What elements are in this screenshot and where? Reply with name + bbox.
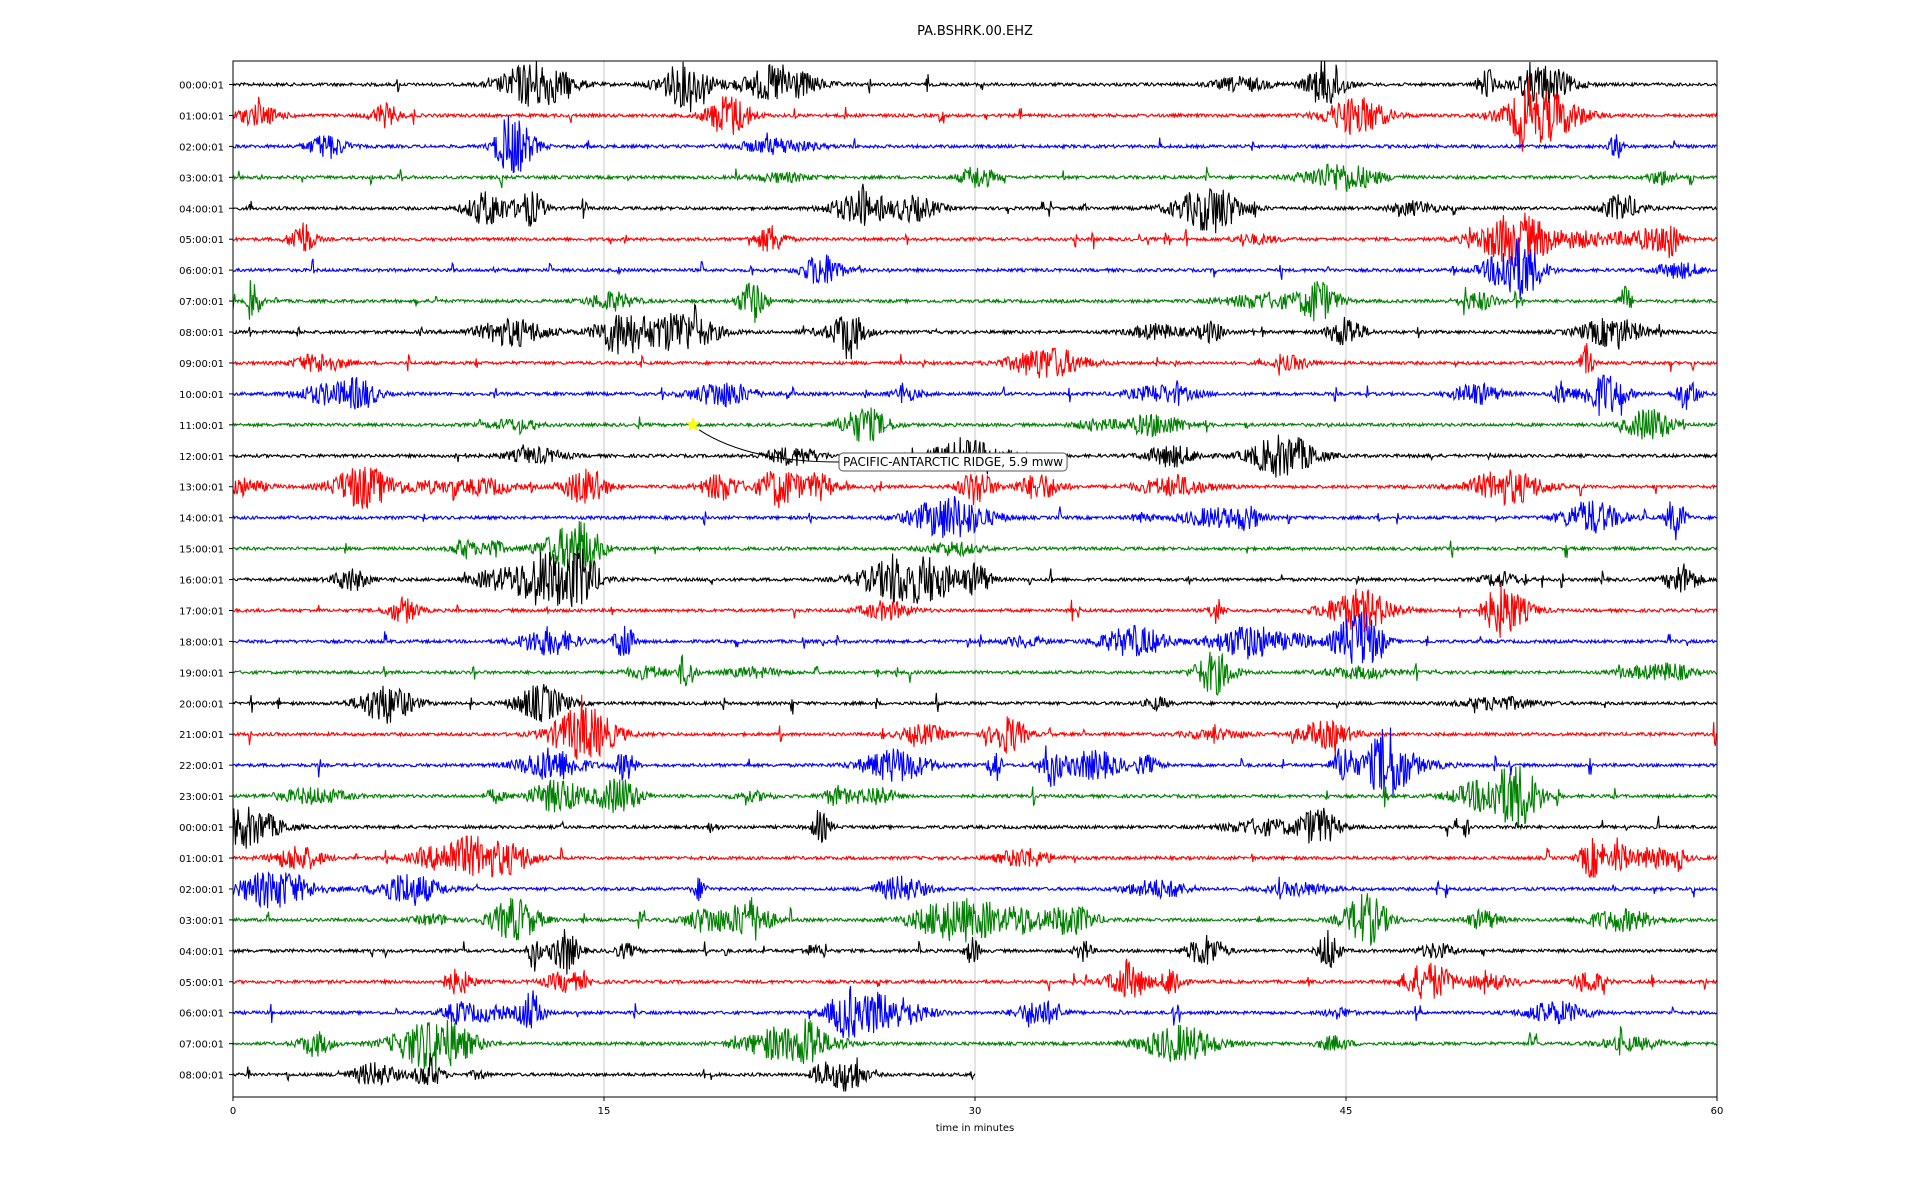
y-tick-label: 05:00:01 bbox=[179, 978, 224, 989]
trace-line bbox=[232, 958, 1718, 1000]
trace-line bbox=[232, 434, 1718, 478]
trace-line bbox=[232, 835, 1718, 879]
y-tick-label: 08:00:01 bbox=[179, 328, 224, 339]
y-tick-label: 10:00:01 bbox=[179, 390, 224, 401]
y-tick-label: 06:00:01 bbox=[179, 266, 224, 277]
y-tick-labels: 00:00:01 01:00:01 02:00:01 03:00:01 04:00:01… bbox=[179, 81, 233, 1082]
x-axis-label: time in minutes bbox=[936, 1123, 1015, 1134]
y-tick-label: 00:00:01 bbox=[179, 823, 224, 834]
trace-line bbox=[232, 407, 1718, 442]
y-tick-label: 02:00:01 bbox=[179, 885, 224, 896]
event-annotation: PACIFIC-ANTARCTIC RIDGE, 5.9 mww bbox=[685, 417, 1068, 472]
y-tick-label: 01:00:01 bbox=[179, 854, 224, 865]
trace-line bbox=[232, 238, 1718, 299]
trace-line bbox=[232, 694, 1718, 760]
x-tick-label: 0 bbox=[230, 1106, 236, 1117]
event-star-marker bbox=[685, 417, 701, 432]
y-tick-label: 02:00:01 bbox=[179, 142, 224, 153]
y-tick-label: 18:00:01 bbox=[179, 637, 224, 648]
y-tick-label: 05:00:01 bbox=[179, 235, 224, 246]
x-tick-label: 30 bbox=[969, 1106, 982, 1117]
y-tick-label: 16:00:01 bbox=[179, 576, 224, 587]
y-tick-label: 09:00:01 bbox=[179, 359, 224, 370]
y-tick-label: 04:00:01 bbox=[179, 947, 224, 958]
trace-line bbox=[232, 76, 1718, 152]
x-tick-label: 45 bbox=[1340, 1106, 1353, 1117]
trace-line bbox=[232, 343, 1718, 379]
y-tick-label: 12:00:01 bbox=[179, 452, 224, 463]
x-tick-label: 15 bbox=[598, 1106, 611, 1117]
y-tick-label: 07:00:01 bbox=[179, 1040, 224, 1051]
y-tick-label: 21:00:01 bbox=[179, 730, 224, 741]
y-tick-label: 13:00:01 bbox=[179, 483, 224, 494]
y-tick-label: 04:00:01 bbox=[179, 204, 224, 215]
trace-line bbox=[232, 60, 1718, 113]
trace-line bbox=[232, 611, 1718, 664]
trace-line bbox=[232, 302, 1718, 360]
y-tick-label: 19:00:01 bbox=[179, 668, 224, 679]
annotation-arrow bbox=[698, 429, 840, 463]
y-tick-label: 11:00:01 bbox=[179, 421, 224, 432]
y-tick-label: 22:00:01 bbox=[179, 761, 224, 772]
trace-line bbox=[232, 279, 1718, 323]
x-tick-label: 60 bbox=[1711, 1106, 1724, 1117]
trace-line bbox=[232, 1052, 976, 1092]
trace-line bbox=[232, 806, 1718, 849]
x-tick-labels: 0 15 30 45 60 bbox=[230, 1097, 1724, 1117]
trace-line bbox=[232, 495, 1718, 541]
y-tick-label: 08:00:01 bbox=[179, 1071, 224, 1082]
y-tick-label: 15:00:01 bbox=[179, 545, 224, 556]
y-tick-label: 03:00:01 bbox=[179, 173, 224, 184]
chart-title: PA.BSHRK.00.EHZ bbox=[917, 24, 1033, 39]
trace-line bbox=[232, 651, 1718, 696]
trace-line bbox=[232, 466, 1718, 510]
trace-line bbox=[233, 584, 1718, 638]
y-tick-label: 20:00:01 bbox=[179, 699, 224, 710]
y-tick-label: 06:00:01 bbox=[179, 1009, 224, 1020]
trace-line bbox=[232, 986, 1718, 1038]
y-tick-label: 23:00:01 bbox=[179, 792, 224, 803]
y-tick-label: 07:00:01 bbox=[179, 297, 224, 308]
trace-line bbox=[232, 374, 1717, 416]
annotation-box bbox=[838, 452, 1068, 472]
trace-line bbox=[232, 727, 1718, 798]
y-tick-label: 03:00:01 bbox=[179, 916, 224, 927]
y-tick-label: 17:00:01 bbox=[179, 606, 224, 617]
y-tick-label: 01:00:01 bbox=[179, 111, 224, 122]
trace-line bbox=[232, 183, 1718, 234]
trace-line bbox=[232, 929, 1718, 975]
trace-line bbox=[232, 1018, 1718, 1072]
trace-line bbox=[232, 765, 1718, 829]
trace-line bbox=[232, 521, 1718, 572]
y-tick-label: 00:00:01 bbox=[179, 81, 224, 92]
y-tick-label: 14:00:01 bbox=[179, 514, 224, 525]
trace-line bbox=[232, 115, 1718, 174]
trace-line bbox=[233, 212, 1718, 267]
annotation-text: PACIFIC-ANTARCTIC RIDGE, 5.9 mww bbox=[843, 455, 1063, 469]
trace-line bbox=[232, 870, 1718, 909]
traces bbox=[232, 60, 1718, 1092]
trace-line bbox=[232, 684, 1718, 724]
trace-line bbox=[232, 547, 1718, 608]
trace-line bbox=[232, 163, 1718, 192]
trace-line bbox=[232, 893, 1718, 946]
